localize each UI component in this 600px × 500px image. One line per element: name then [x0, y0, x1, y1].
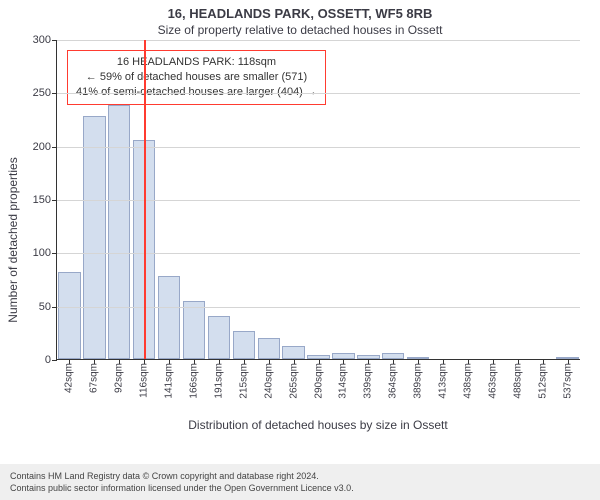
- x-tick-mark: [219, 359, 220, 364]
- plot-region: 42sqm67sqm92sqm116sqm141sqm166sqm191sqm2…: [56, 40, 580, 360]
- chart-area: Number of detached properties 42sqm67sqm…: [0, 40, 600, 440]
- histogram-bar: [233, 331, 255, 359]
- y-tick-mark: [52, 253, 57, 254]
- x-tick-label: 166sqm: [188, 359, 199, 399]
- x-tick-label: 240sqm: [263, 359, 274, 399]
- histogram-bar: [282, 346, 304, 359]
- x-tick-label: 141sqm: [164, 359, 175, 399]
- y-tick-mark: [52, 40, 57, 41]
- x-tick-label: 413sqm: [438, 359, 449, 399]
- x-tick-label: 488sqm: [512, 359, 523, 399]
- annotation-box: 16 HEADLANDS PARK: 118sqm← 59% of detach…: [67, 50, 326, 105]
- footer-line-1: Contains HM Land Registry data © Crown c…: [10, 470, 590, 482]
- x-tick-label: 389sqm: [413, 359, 424, 399]
- x-tick-label: 265sqm: [288, 359, 299, 399]
- page-subtitle: Size of property relative to detached ho…: [0, 21, 600, 41]
- footer-line-2: Contains public sector information licen…: [10, 482, 590, 494]
- x-tick-label: 339sqm: [363, 359, 374, 399]
- x-tick-label: 314sqm: [338, 359, 349, 399]
- gridline: [57, 147, 580, 148]
- page-title: 16, HEADLANDS PARK, OSSETT, WF5 8RB: [0, 0, 600, 21]
- y-axis-label: Number of detached properties: [6, 157, 20, 322]
- annotation-line: ← 59% of detached houses are smaller (57…: [76, 70, 317, 85]
- annotation-line: 41% of semi-detached houses are larger (…: [76, 85, 317, 100]
- gridline: [57, 253, 580, 254]
- x-tick-mark: [119, 359, 120, 364]
- x-tick-mark: [368, 359, 369, 364]
- x-tick-mark: [343, 359, 344, 364]
- y-tick-mark: [52, 147, 57, 148]
- x-tick-mark: [69, 359, 70, 364]
- marker-line: [144, 40, 146, 359]
- x-tick-mark: [418, 359, 419, 364]
- x-tick-mark: [568, 359, 569, 364]
- histogram-bar: [108, 105, 130, 359]
- x-tick-label: 116sqm: [139, 359, 150, 398]
- x-tick-mark: [493, 359, 494, 364]
- x-tick-mark: [194, 359, 195, 364]
- x-tick-mark: [269, 359, 270, 364]
- x-tick-mark: [443, 359, 444, 364]
- x-tick-mark: [294, 359, 295, 364]
- gridline: [57, 40, 580, 41]
- x-tick-mark: [393, 359, 394, 364]
- annotation-line: 16 HEADLANDS PARK: 118sqm: [76, 55, 317, 70]
- x-tick-mark: [518, 359, 519, 364]
- x-tick-mark: [244, 359, 245, 364]
- histogram-bar: [258, 338, 280, 359]
- x-tick-label: 92sqm: [114, 359, 125, 393]
- y-tick-mark: [52, 93, 57, 94]
- gridline: [57, 200, 580, 201]
- x-tick-label: 364sqm: [388, 359, 399, 399]
- x-tick-label: 67sqm: [89, 359, 100, 393]
- x-tick-label: 537sqm: [562, 359, 573, 399]
- x-tick-label: 438sqm: [462, 359, 473, 399]
- x-tick-label: 215sqm: [238, 359, 249, 399]
- x-tick-mark: [319, 359, 320, 364]
- y-tick-mark: [52, 360, 57, 361]
- x-axis-title: Distribution of detached houses by size …: [56, 418, 580, 432]
- histogram-bar: [58, 272, 80, 359]
- x-tick-label: 463sqm: [487, 359, 498, 399]
- x-tick-mark: [94, 359, 95, 364]
- x-tick-label: 42sqm: [64, 359, 75, 393]
- gridline: [57, 307, 580, 308]
- x-tick-mark: [543, 359, 544, 364]
- gridline: [57, 93, 580, 94]
- x-tick-mark: [169, 359, 170, 364]
- footer: Contains HM Land Registry data © Crown c…: [0, 464, 600, 500]
- x-tick-mark: [144, 359, 145, 364]
- histogram-bar: [83, 116, 105, 359]
- x-tick-mark: [468, 359, 469, 364]
- y-tick-mark: [52, 307, 57, 308]
- x-tick-label: 290sqm: [313, 359, 324, 399]
- x-tick-label: 512sqm: [537, 359, 548, 399]
- histogram-bar: [208, 316, 230, 359]
- x-tick-label: 191sqm: [213, 359, 224, 399]
- histogram-bar: [158, 276, 180, 359]
- y-tick-mark: [52, 200, 57, 201]
- histogram-bar: [183, 301, 205, 359]
